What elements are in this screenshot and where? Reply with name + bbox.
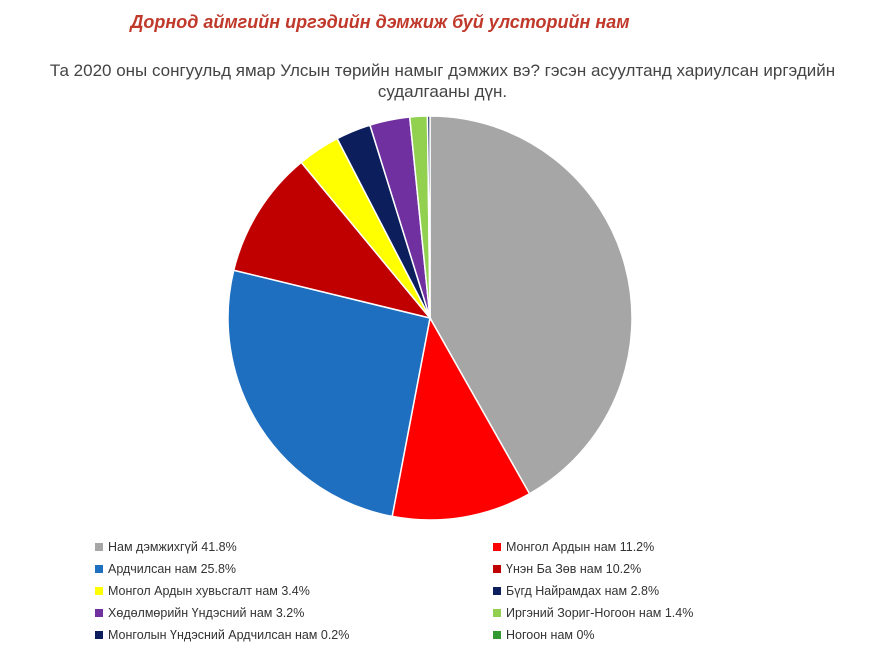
chart-title: Та 2020 оны сонгуульд ямар Улсын төрийн … bbox=[0, 60, 885, 102]
legend-swatch-3 bbox=[493, 565, 501, 573]
legend-label-3: Үнэн Ба Зөв нам 10.2% bbox=[506, 562, 642, 576]
legend-label-7: Иргэний Зориг-Ногоон нам 1.4% bbox=[506, 606, 694, 620]
legend-item-5: Бүгд Найрамдах нам 2.8% bbox=[493, 581, 793, 601]
legend-item-1: Монгол Ардын нам 11.2% bbox=[493, 537, 793, 557]
pie-slice-8 bbox=[426, 115, 431, 319]
legend: Нам дэмжихгүй 41.8% Монгол Ардын нам 11.2… bbox=[95, 537, 795, 645]
legend-swatch-6 bbox=[95, 609, 103, 617]
legend-swatch-7 bbox=[493, 609, 501, 617]
legend-label-5: Бүгд Найрамдах нам 2.8% bbox=[506, 584, 660, 598]
legend-item-7: Иргэний Зориг-Ногоон нам 1.4% bbox=[493, 603, 793, 623]
legend-label-0: Нам дэмжихгүй 41.8% bbox=[108, 540, 237, 554]
pie-slice-3 bbox=[232, 161, 433, 320]
legend-label-6: Хөдөлмөрийн Үндэсний нам 3.2% bbox=[108, 606, 305, 620]
chart-title-line-2: судалгааны дүн. bbox=[377, 82, 508, 101]
legend-item-9: Ногоон нам 0% bbox=[493, 625, 793, 645]
legend-item-8: Монголын Үндэсний Ардчилсан нам 0.2% bbox=[95, 625, 493, 645]
legend-label-1: Монгол Ардын нам 11.2% bbox=[506, 540, 655, 554]
legend-label-2: Ардчилсан нам 25.8% bbox=[108, 562, 237, 576]
legend-swatch-9 bbox=[493, 631, 501, 639]
legend-swatch-4 bbox=[95, 587, 103, 595]
legend-swatch-1 bbox=[493, 543, 501, 551]
legend-item-3: Үнэн Ба Зөв нам 10.2% bbox=[493, 559, 793, 579]
legend-label-4: Монгол Ардын хувьсгалт нам 3.4% bbox=[108, 584, 310, 598]
legend-swatch-0 bbox=[95, 543, 103, 551]
chart-title-line-1: Та 2020 оны сонгуульд ямар Улсын төрийн … bbox=[49, 61, 836, 80]
pie-slice-0 bbox=[429, 115, 633, 495]
legend-item-4: Монгол Ардын хувьсгалт нам 3.4% bbox=[95, 581, 493, 601]
legend-swatch-2 bbox=[95, 565, 103, 573]
legend-swatch-5 bbox=[493, 587, 501, 595]
legend-swatch-8 bbox=[95, 631, 103, 639]
legend-item-6: Хөдөлмөрийн Үндэсний нам 3.2% bbox=[95, 603, 493, 623]
pie-slice-1 bbox=[391, 315, 531, 521]
headline: Дорнод аймгийн иргэдийн дэмжиж буй улсто… bbox=[130, 12, 630, 32]
legend-item-0: Нам дэмжихгүй 41.8% bbox=[95, 537, 493, 557]
legend-label-8: Монголын Үндэсний Ардчилсан нам 0.2% bbox=[108, 628, 350, 642]
pie-slice-2 bbox=[227, 269, 431, 518]
legend-item-2: Ардчилсан нам 25.8% bbox=[95, 559, 493, 579]
legend-label-9: Ногоон нам 0% bbox=[506, 628, 595, 642]
